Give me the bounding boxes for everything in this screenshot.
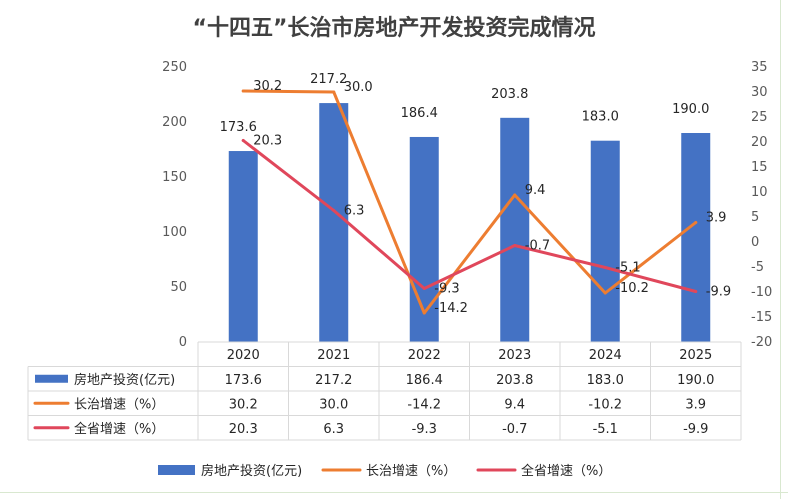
x-category-label: 2025 bbox=[679, 348, 712, 363]
series-line bbox=[241, 89, 698, 315]
table-cell: 9.4 bbox=[504, 397, 525, 412]
line-data-label: 20.3 bbox=[253, 134, 282, 149]
line-point bbox=[603, 291, 607, 295]
table-row-header: 长治增速（%） bbox=[74, 397, 164, 412]
y-right-tick-label: 15 bbox=[751, 160, 768, 175]
line-point bbox=[694, 290, 698, 293]
y-right-tick-label: 25 bbox=[751, 110, 768, 125]
table-cell: -5.1 bbox=[593, 422, 618, 437]
table-cell: 173.6 bbox=[225, 373, 262, 388]
table-row-header: 全省增速（%） bbox=[74, 421, 164, 437]
line-data-label: -9.9 bbox=[706, 285, 731, 300]
table-cell: 203.8 bbox=[496, 373, 533, 388]
line-point bbox=[241, 89, 245, 93]
table-cell: 190.0 bbox=[677, 373, 714, 388]
table-cell: 186.4 bbox=[406, 373, 443, 388]
x-category-label: 2021 bbox=[317, 348, 350, 363]
line-data-label: -5.1 bbox=[615, 261, 640, 276]
bar bbox=[409, 136, 439, 342]
x-category-label: 2023 bbox=[498, 348, 531, 363]
y-right-tick-label: -20 bbox=[751, 335, 772, 350]
line-point bbox=[513, 244, 517, 247]
x-category-label: 2024 bbox=[589, 348, 622, 363]
bar-data-label: 186.4 bbox=[401, 106, 438, 121]
sheet-gridline bbox=[780, 0, 781, 499]
line-data-label: 3.9 bbox=[706, 211, 727, 226]
table-cell: 217.2 bbox=[315, 373, 352, 388]
legend-entry: 房地产投资(亿元) bbox=[201, 463, 302, 479]
line-point bbox=[513, 193, 517, 197]
line-point bbox=[603, 266, 607, 269]
bar bbox=[228, 151, 258, 342]
table-cell: 6.3 bbox=[323, 422, 344, 437]
legend-key bbox=[158, 465, 195, 475]
y-right-tick-label: 0 bbox=[751, 235, 759, 250]
x-category-label: 2020 bbox=[227, 348, 260, 363]
table-cell: 3.9 bbox=[685, 397, 706, 412]
y-left-tick-label: 200 bbox=[162, 115, 187, 130]
y-right-tick-label: 30 bbox=[751, 85, 768, 100]
table-cell: 30.0 bbox=[319, 397, 348, 412]
bar-data-label: 183.0 bbox=[582, 110, 619, 125]
bar bbox=[590, 140, 620, 342]
legend-entry: 长治增速（%） bbox=[366, 464, 456, 479]
y-left-tick-label: 150 bbox=[162, 170, 187, 185]
line-point bbox=[422, 287, 426, 290]
table-cell: -9.3 bbox=[412, 422, 437, 437]
bar-data-label: 190.0 bbox=[672, 102, 709, 117]
y-left-tick-label: 0 bbox=[179, 335, 187, 350]
y-right-tick-label: -15 bbox=[751, 310, 772, 325]
series-line bbox=[241, 139, 698, 293]
table-cell: 30.2 bbox=[229, 397, 258, 412]
line-data-label: 9.4 bbox=[525, 183, 546, 198]
line-point bbox=[422, 311, 426, 315]
line-point bbox=[241, 139, 245, 142]
y-left-tick-label: 100 bbox=[162, 225, 187, 240]
table-cell: -14.2 bbox=[407, 397, 441, 412]
bar-data-label: 203.8 bbox=[491, 87, 528, 102]
sheet-gridline bbox=[0, 492, 788, 493]
line-data-label: -0.7 bbox=[525, 239, 550, 254]
table-cell: 20.3 bbox=[229, 422, 258, 437]
y-left-tick-label: 250 bbox=[162, 60, 187, 75]
x-category-label: 2022 bbox=[408, 348, 441, 363]
y-right-tick-label: -10 bbox=[751, 285, 772, 300]
bar bbox=[681, 133, 711, 342]
y-right-tick-label: 35 bbox=[751, 60, 768, 75]
table-cell: -0.7 bbox=[502, 422, 527, 437]
line-point bbox=[332, 209, 336, 212]
line-data-label: 6.3 bbox=[344, 204, 365, 219]
line-data-label: 30.0 bbox=[344, 80, 373, 95]
line-data-label: -9.3 bbox=[434, 282, 459, 297]
y-right-tick-label: 5 bbox=[751, 210, 759, 225]
table-legend-key bbox=[35, 374, 68, 383]
table-cell: -10.2 bbox=[588, 397, 622, 412]
chart-title: “十四五”长治市房地产开发投资完成情况 bbox=[193, 15, 596, 41]
line-point bbox=[694, 221, 698, 224]
table-cell: -9.9 bbox=[683, 422, 708, 437]
bar bbox=[319, 103, 349, 342]
y-right-tick-label: 10 bbox=[751, 185, 768, 200]
table-cell: 183.0 bbox=[587, 373, 624, 388]
y-left-tick-label: 50 bbox=[170, 280, 187, 295]
legend-entry: 全省增速（%） bbox=[521, 463, 611, 479]
table-row-header: 房地产投资(亿元) bbox=[74, 372, 175, 388]
y-right-tick-label: -5 bbox=[751, 260, 764, 275]
line-data-label: -14.2 bbox=[434, 301, 468, 316]
line-point bbox=[332, 90, 336, 94]
bar-data-label: 173.6 bbox=[220, 120, 257, 135]
line-data-label: -10.2 bbox=[615, 281, 649, 296]
bar bbox=[500, 117, 530, 342]
line-data-label: 30.2 bbox=[253, 79, 282, 94]
bar-data-label: 217.2 bbox=[310, 72, 347, 87]
y-right-tick-label: 20 bbox=[751, 135, 768, 150]
